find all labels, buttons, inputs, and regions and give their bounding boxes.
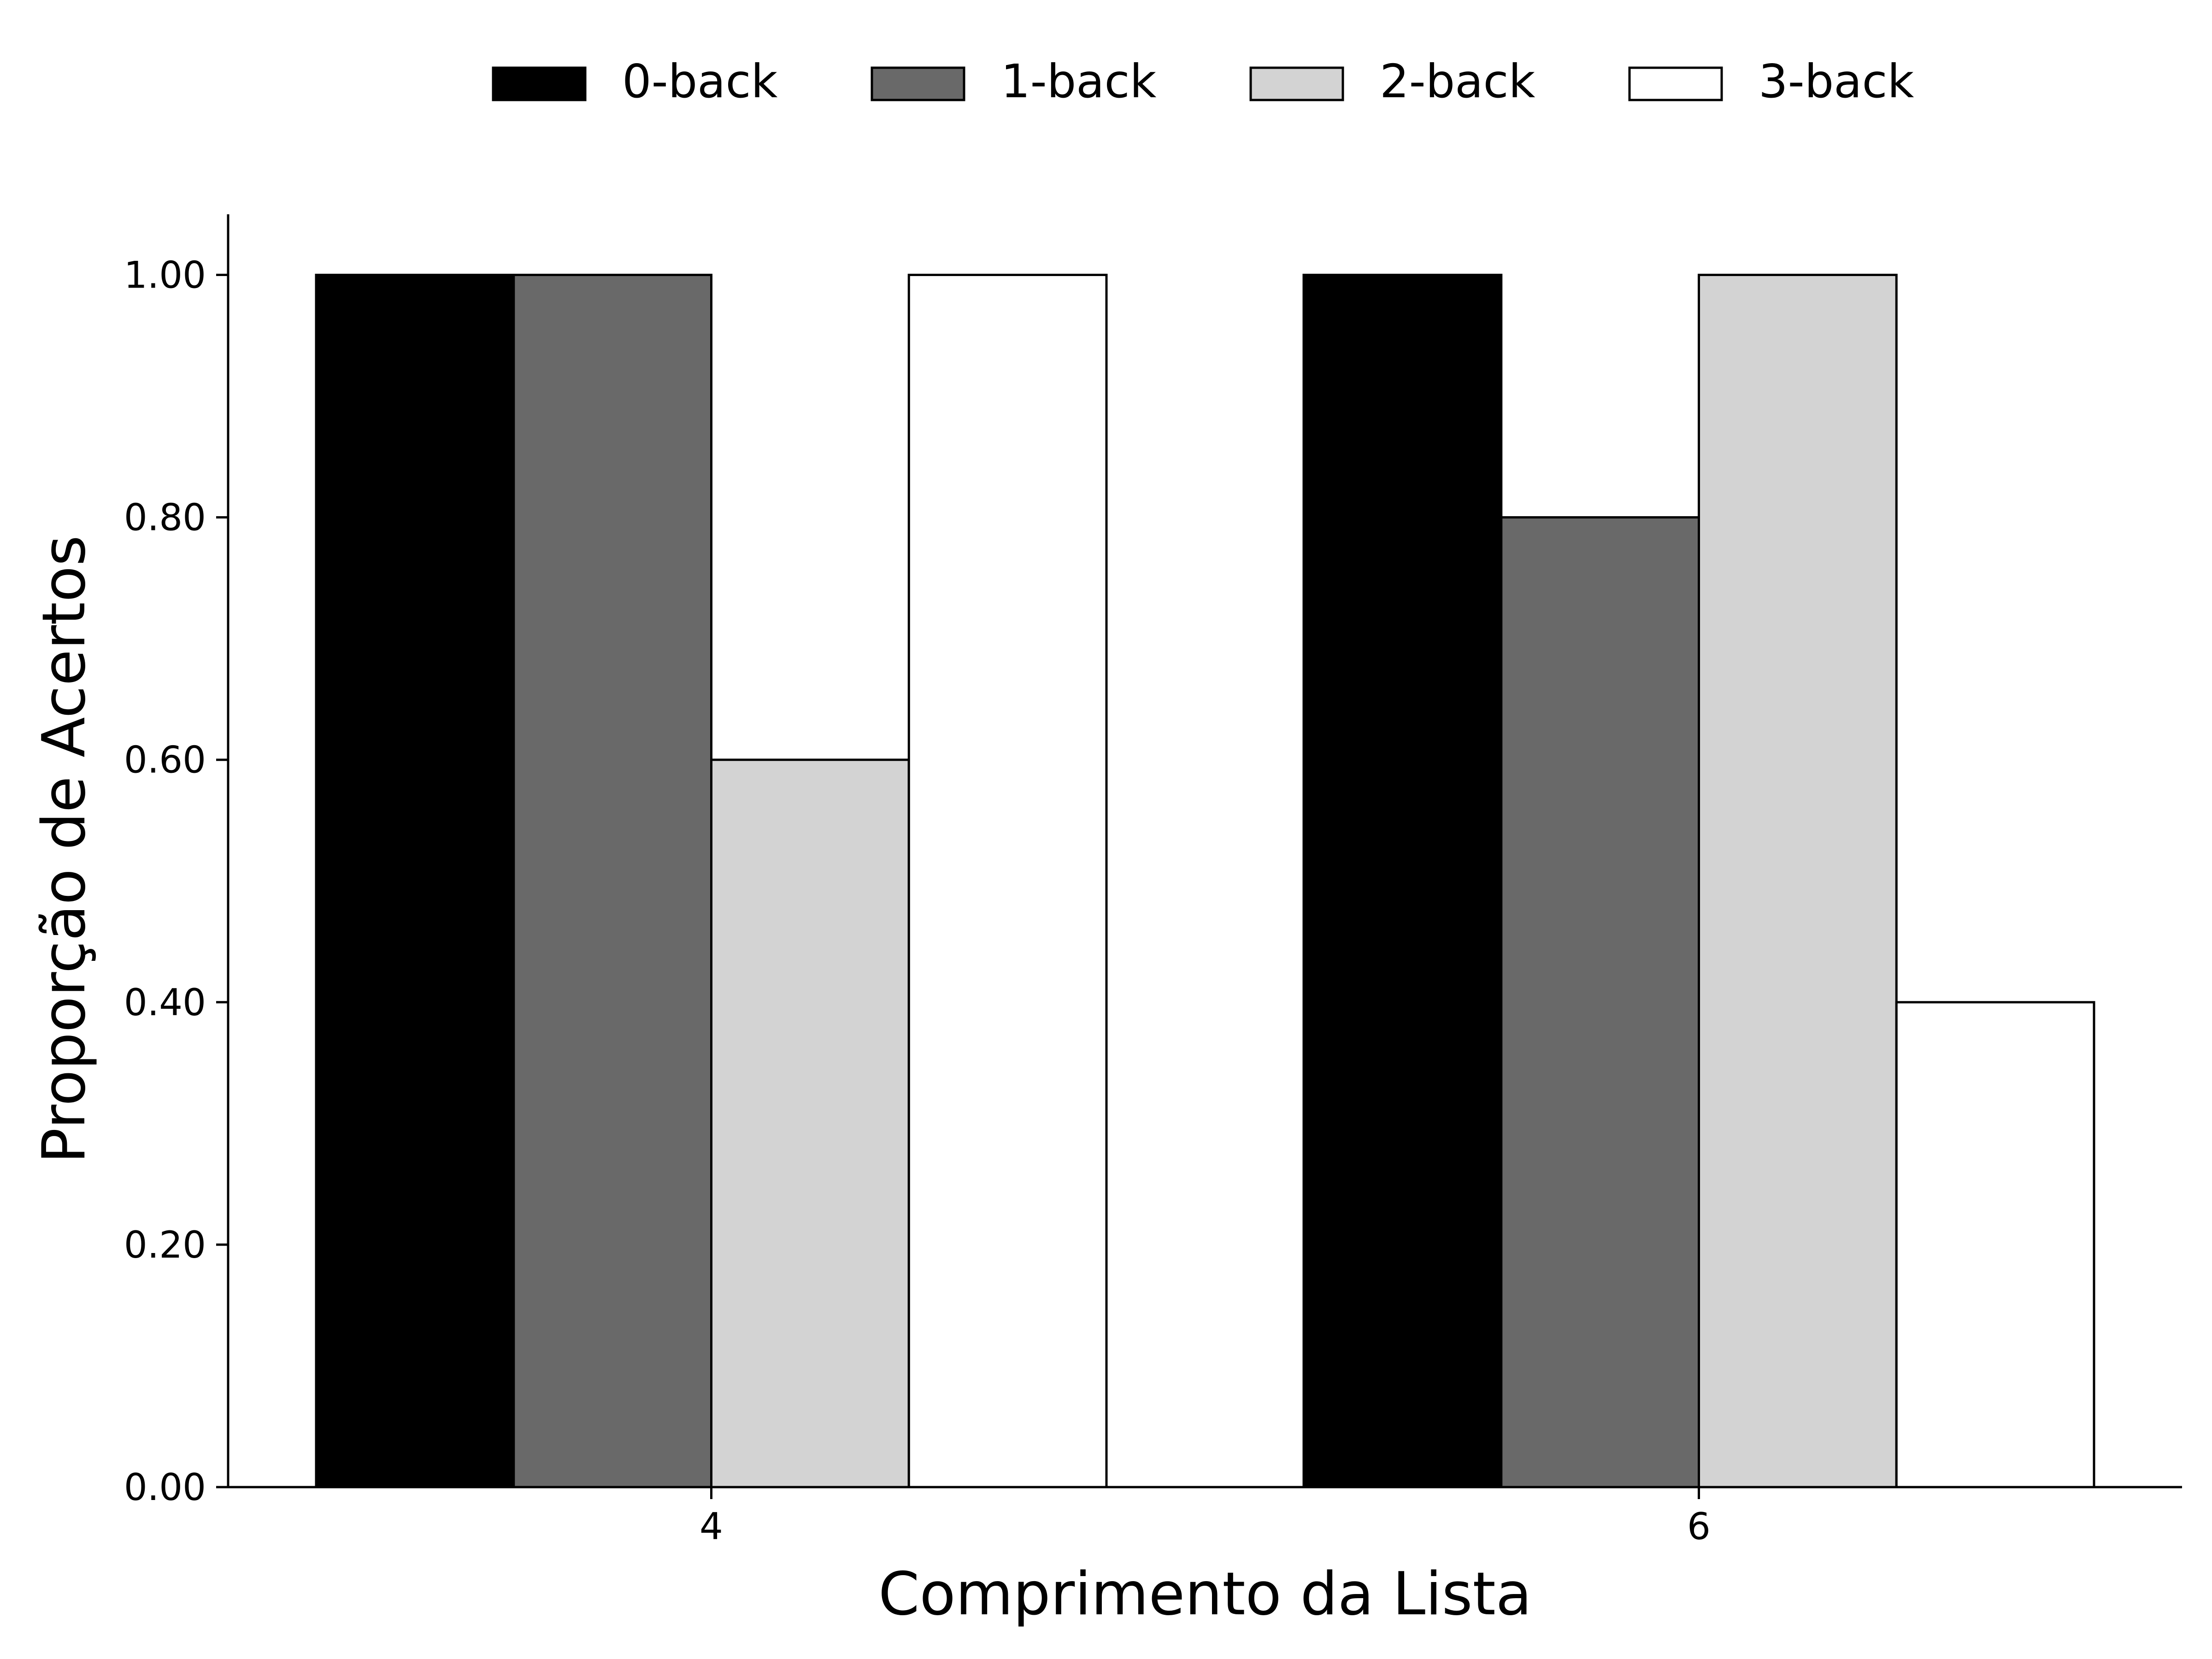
x-tick-label: 6 bbox=[1687, 1505, 1711, 1548]
bars-group bbox=[315, 274, 2095, 1488]
legend-label-0-back: 0-back bbox=[622, 54, 777, 108]
legend-swatch-0-back bbox=[492, 66, 587, 101]
y-tick-label: 0.00 bbox=[124, 1466, 206, 1509]
x-tick-label: 4 bbox=[700, 1505, 723, 1548]
y-tick-label: 0.80 bbox=[124, 496, 206, 539]
legend-label-2-back: 2-back bbox=[1380, 54, 1535, 108]
y-tick-label: 0.40 bbox=[124, 981, 206, 1024]
y-tick-label: 0.20 bbox=[124, 1224, 206, 1266]
legend-swatch-1-back bbox=[871, 66, 965, 101]
x-axis-label: Comprimento da Lista bbox=[878, 1560, 1532, 1629]
bar-3-back-6 bbox=[1895, 1001, 2095, 1488]
y-tick-label: 1.00 bbox=[124, 254, 206, 297]
legend-label-1-back: 1-back bbox=[1001, 54, 1156, 108]
y-tick-label: 0.60 bbox=[124, 739, 206, 782]
bar-0-back-4 bbox=[315, 274, 515, 1488]
y-axis-label: Proporção de Acertos bbox=[30, 535, 99, 1163]
legend-swatch-3-back bbox=[1628, 66, 1723, 101]
legend-label-3-back: 3-back bbox=[1759, 54, 1914, 108]
legend-swatch-2-back bbox=[1249, 66, 1344, 101]
bar-0-back-6 bbox=[1302, 274, 1503, 1488]
bar-1-back-4 bbox=[512, 274, 712, 1488]
bar-3-back-4 bbox=[907, 274, 1108, 1488]
bar-2-back-4 bbox=[710, 759, 910, 1488]
bar-2-back-6 bbox=[1698, 274, 1898, 1488]
legend: 0-back 1-back 2-back 3-back bbox=[492, 54, 1914, 108]
y-ticks-group: 0.00 0.20 0.40 0.60 0.80 1.00 bbox=[124, 254, 228, 1509]
axes-group bbox=[227, 214, 2182, 1488]
bar-1-back-6 bbox=[1500, 516, 1700, 1488]
